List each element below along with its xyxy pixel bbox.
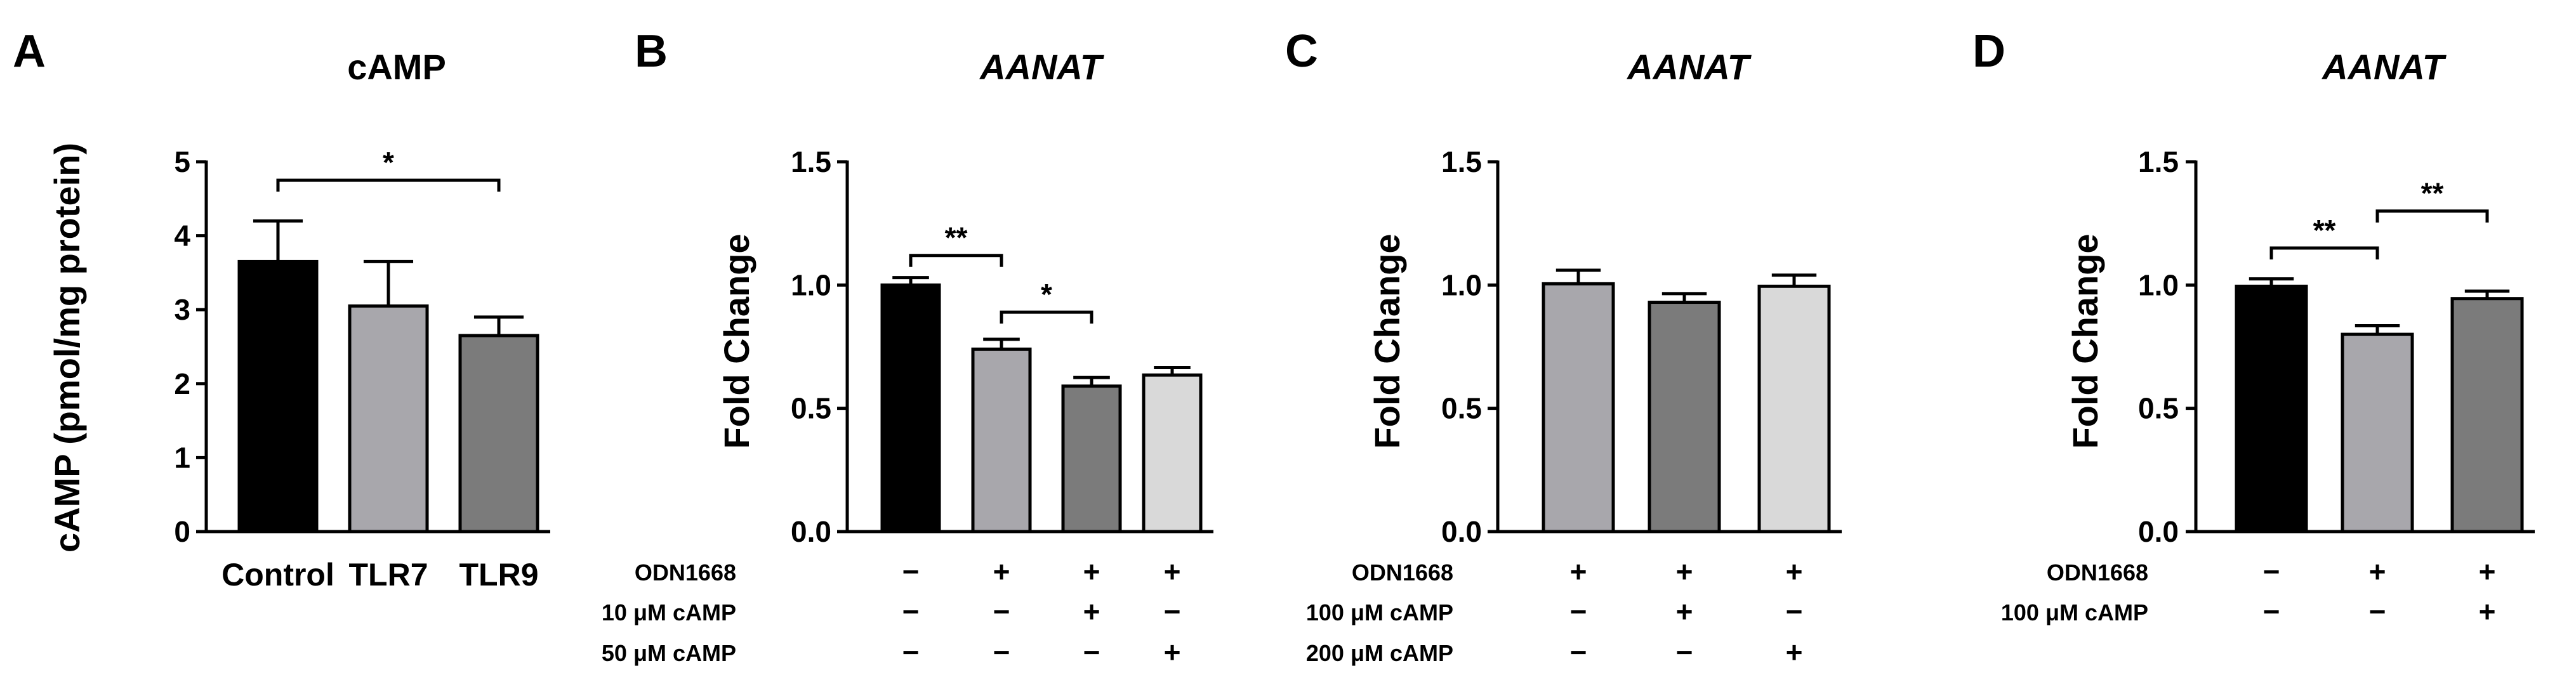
y-tick-label: 0.5 — [1441, 392, 1482, 425]
condition-label: 200 μM cAMP — [1306, 640, 1453, 666]
y-tick-label: 1.0 — [1441, 268, 1482, 301]
y-tick-label: 1.0 — [2138, 268, 2179, 301]
y-tick-label: 1 — [174, 441, 190, 474]
bar — [348, 304, 429, 533]
significance-bracket — [276, 178, 501, 192]
y-tick-label: 0 — [174, 515, 190, 548]
condition-sign: − — [1676, 636, 1693, 669]
condition-sign: − — [902, 555, 920, 588]
y-axis-label: Fold Change — [717, 233, 756, 448]
chart-title: cAMP — [347, 47, 446, 87]
significance-label: ** — [945, 221, 968, 254]
bar — [1542, 282, 1615, 533]
condition-sign: + — [1786, 636, 1803, 669]
significance-label: ** — [2313, 214, 2336, 247]
condition-sign: + — [1164, 555, 1181, 588]
condition-label: 50 μM cAMP — [602, 640, 736, 666]
bar — [2341, 332, 2414, 533]
significance-bracket — [2375, 209, 2489, 223]
chart-title: AANAT — [2321, 47, 2447, 87]
y-tick-label: 0.5 — [2138, 392, 2179, 425]
condition-sign: − — [2369, 595, 2386, 628]
bar — [880, 283, 941, 533]
bar — [1061, 384, 1122, 533]
bar — [1757, 284, 1831, 533]
panel-d: D AANAT Fold Change 0.0 0.5 1.0 1.5 ** ** ODN1668… — [1972, 26, 2535, 628]
bar — [1648, 301, 1721, 533]
condition-label: 100 μM cAMP — [2001, 599, 2148, 625]
panel-letter: A — [13, 26, 46, 77]
y-tick-label: 0.0 — [2138, 515, 2179, 548]
x-tick-label: TLR9 — [459, 557, 539, 592]
condition-sign: − — [1164, 595, 1181, 628]
x-tick-label: TLR7 — [349, 557, 428, 592]
panel-letter: C — [1285, 26, 1318, 77]
panel-c: C AANAT Fold Change 0.0 0.5 1.0 1.5 ODN1668 + + +1… — [1285, 26, 1842, 669]
significance-label: * — [1041, 278, 1052, 311]
condition-sign: − — [2263, 555, 2280, 588]
y-tick-label: 4 — [174, 219, 190, 252]
condition-sign: + — [1083, 595, 1100, 628]
condition-sign: − — [1570, 636, 1587, 669]
y-tick-label: 1.0 — [791, 268, 831, 301]
chart-title: AANAT — [1626, 47, 1752, 87]
y-axis-label: Fold Change — [1367, 233, 1407, 448]
condition-sign: − — [1570, 595, 1587, 628]
chart-title: AANAT — [979, 47, 1105, 87]
condition-sign: + — [1570, 555, 1587, 588]
condition-label: ODN1668 — [635, 559, 736, 586]
condition-sign: − — [1083, 636, 1100, 669]
condition-sign: + — [2479, 555, 2496, 588]
y-tick-label: 1.5 — [791, 145, 831, 178]
y-tick-label: 0.0 — [1441, 515, 1482, 548]
panel-letter: B — [635, 26, 668, 77]
condition-sign: − — [993, 636, 1010, 669]
condition-sign: + — [2479, 595, 2496, 628]
condition-sign: + — [1786, 555, 1803, 588]
x-tick-label: Control — [221, 557, 334, 592]
bar — [971, 347, 1032, 533]
condition-label: 100 μM cAMP — [1306, 599, 1453, 625]
significance-bracket — [2269, 246, 2379, 260]
y-tick-label: 2 — [174, 367, 190, 400]
significance-bracket — [1000, 310, 1093, 324]
condition-sign: − — [2263, 595, 2280, 628]
condition-sign: − — [902, 636, 920, 669]
bar — [2235, 284, 2308, 533]
condition-sign: + — [1083, 555, 1100, 588]
y-tick-label: 3 — [174, 293, 190, 326]
condition-sign: − — [993, 595, 1010, 628]
y-tick-label: 5 — [174, 145, 190, 178]
bar — [1142, 373, 1203, 533]
condition-sign: + — [1676, 555, 1693, 588]
condition-label: ODN1668 — [2047, 559, 2148, 586]
panel-letter: D — [1972, 26, 2005, 77]
bar — [237, 259, 319, 533]
condition-sign: − — [1786, 595, 1803, 628]
condition-label: ODN1668 — [1352, 559, 1453, 586]
condition-sign: − — [902, 595, 920, 628]
significance-label: ** — [2421, 177, 2444, 210]
y-axis-label: Fold Change — [2065, 233, 2105, 448]
significance-label: * — [383, 146, 394, 179]
condition-sign: + — [2369, 555, 2386, 588]
condition-sign: + — [1676, 595, 1693, 628]
bar — [2450, 297, 2524, 533]
condition-label: 10 μM cAMP — [602, 599, 736, 625]
y-tick-label: 1.5 — [2138, 145, 2179, 178]
y-tick-label: 0.5 — [791, 392, 831, 425]
y-axis-label: cAMP (pmol/mg protein) — [47, 143, 87, 553]
y-tick-label: 1.5 — [1441, 145, 1482, 178]
significance-bracket — [909, 254, 1003, 267]
condition-sign: + — [993, 555, 1010, 588]
bar — [458, 334, 539, 533]
y-tick-label: 0.0 — [791, 515, 831, 548]
condition-sign: + — [1164, 636, 1181, 669]
